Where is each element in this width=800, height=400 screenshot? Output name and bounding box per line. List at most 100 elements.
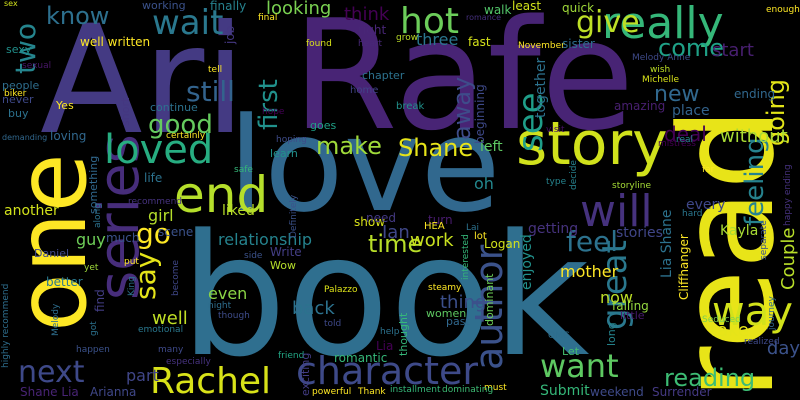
word: dominating (442, 385, 494, 395)
word: much (106, 231, 140, 245)
word: feeling (740, 137, 770, 226)
word: first (254, 79, 284, 130)
word: biker (4, 89, 27, 99)
word: next (18, 355, 85, 390)
word: happen (76, 345, 110, 355)
word: Kayla (720, 223, 759, 239)
word: steamy (428, 283, 462, 293)
word: finally (210, 0, 247, 13)
word: make (316, 132, 382, 160)
word: deal (664, 122, 707, 146)
word: night (208, 301, 232, 311)
word: take (710, 320, 749, 341)
word: interested (461, 234, 471, 280)
word: new (654, 82, 700, 107)
word: turn (428, 213, 453, 227)
word: working (142, 0, 186, 12)
word: thought (397, 312, 410, 356)
word: women (426, 307, 467, 320)
word: separate (759, 220, 769, 260)
word: past (446, 315, 470, 328)
word: Shane Lia (20, 385, 79, 399)
word: even (208, 284, 248, 303)
word: found (306, 39, 332, 49)
word: feel (566, 225, 619, 258)
word: come (658, 34, 725, 62)
word: Logan (484, 237, 521, 251)
word: grow (396, 33, 419, 43)
word: hope (262, 107, 285, 117)
word: beginning (473, 84, 487, 144)
word: relationship (218, 230, 313, 249)
word: guy (76, 230, 106, 249)
word: Melody Anne (632, 53, 691, 63)
word: become (171, 259, 181, 296)
word: hard (682, 209, 703, 219)
word: right (358, 23, 387, 37)
word: help (380, 327, 400, 337)
word: people (2, 79, 40, 92)
word: will (580, 186, 653, 237)
word: good (148, 110, 213, 140)
word: Michelle (642, 75, 679, 85)
word: home (350, 85, 379, 96)
word: Ian (382, 222, 410, 243)
word: fast (468, 35, 491, 49)
word: really (602, 0, 724, 49)
word: journey (767, 296, 777, 330)
word: job (223, 25, 237, 44)
word: Wow (270, 259, 296, 272)
word: ending (734, 87, 776, 101)
word: another (4, 203, 59, 219)
word: yet (84, 263, 99, 273)
word: three (416, 30, 459, 49)
word: hoping (276, 135, 307, 145)
word: day (766, 338, 800, 359)
word: give (576, 5, 640, 40)
word: life (144, 171, 163, 185)
word: together (533, 57, 549, 118)
word: something (87, 155, 100, 214)
word: side (244, 251, 263, 261)
word: Ari (40, 0, 246, 168)
word: oh (474, 174, 494, 193)
word: think (344, 4, 390, 25)
word: scene (158, 225, 194, 239)
word: Lia (376, 339, 394, 353)
word: chapter (362, 69, 405, 82)
word: away (448, 76, 476, 140)
word: safe (234, 165, 253, 175)
word: visit (546, 125, 565, 135)
word: romance (466, 13, 502, 22)
word: though (218, 311, 250, 321)
word: Daniel (34, 247, 70, 260)
word: highly recommend (1, 283, 11, 368)
word: mistress (658, 139, 696, 149)
word: quick (562, 1, 595, 15)
word: wish (650, 65, 671, 75)
word: way (712, 289, 793, 335)
word: work (410, 230, 454, 251)
word: decide (569, 160, 579, 190)
word: break (396, 101, 425, 112)
word: weekend (590, 385, 644, 399)
word: getting (528, 221, 579, 237)
word: Surrender (652, 385, 712, 399)
word: Melody (51, 303, 61, 336)
word: well written (80, 35, 151, 49)
word: love (228, 89, 501, 241)
word: without (720, 126, 788, 147)
word: long (605, 322, 618, 346)
word: demanding (2, 133, 48, 142)
word: storyline (612, 181, 651, 191)
word: Lai (466, 223, 480, 233)
word: left (480, 139, 503, 155)
word: liked (222, 203, 255, 219)
word: loved (104, 127, 214, 173)
word: well (152, 308, 188, 329)
word: got (89, 321, 99, 336)
word: put (124, 257, 139, 267)
word: final (258, 13, 278, 23)
word: need (366, 211, 396, 225)
word: Thank (358, 387, 386, 397)
